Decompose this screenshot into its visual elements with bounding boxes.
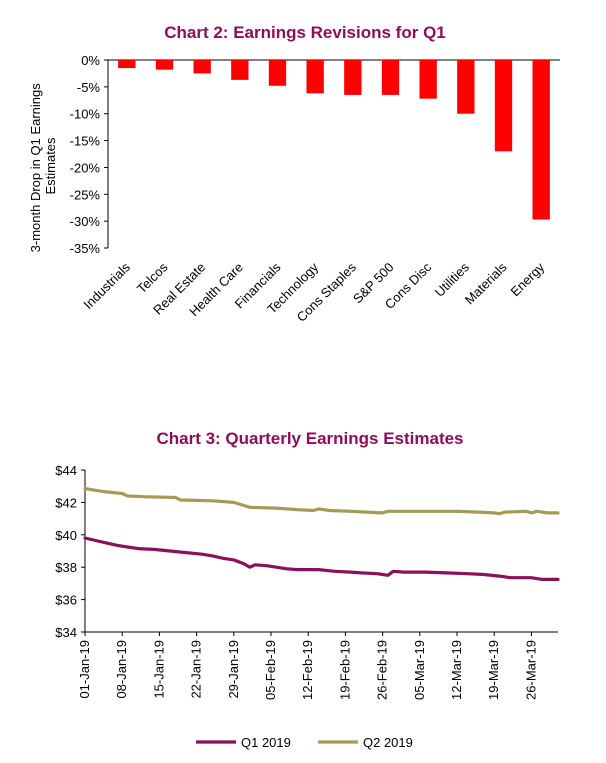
chart3-legend-label: Q2 2019 — [363, 735, 413, 750]
chart3-xticks: 01-Jan-19 08-Jan-19 15-Jan-19 22-Jan-19 29-J… — [77, 640, 538, 700]
chart2-axes — [104, 59, 560, 249]
chart2-title: Chart 2: Earnings Revisions for Q1 — [164, 23, 446, 42]
chart2-ylabel-line1: 3-month Drop in Q1 Earnings — [28, 83, 43, 253]
chart3-title: Chart 3: Quarterly Earnings Estimates — [156, 429, 463, 448]
chart2-bar — [419, 60, 437, 99]
chart3-xtick-label: 12-Feb-19 — [300, 640, 315, 700]
chart3-ytick-label: $42 — [55, 495, 77, 510]
chart3-xtick-label: 26-Mar-19 — [523, 640, 538, 700]
chart2-ytick-label: -10% — [70, 107, 101, 122]
chart2-ytick-label: -30% — [70, 214, 101, 229]
chart2-ytick-label: -35% — [70, 241, 101, 256]
chart3-xtick-label: 05-Mar-19 — [412, 640, 427, 700]
chart2-bar — [193, 60, 211, 74]
chart3-lines — [83, 487, 560, 582]
chart-quarterly-estimates: Chart 3: Quarterly Earnings Estimates $3… — [55, 429, 560, 750]
chart2-ytick-label: -5% — [77, 80, 101, 95]
chart2-bar — [231, 60, 249, 80]
chart3-xtick-label: 15-Jan-19 — [151, 640, 166, 699]
chart2-ytick-label: -15% — [70, 134, 101, 149]
chart2-ytick-label: 0% — [81, 53, 100, 68]
chart3-xtick-label: 01-Jan-19 — [77, 640, 92, 699]
chart3-xtick-label: 08-Jan-19 — [114, 640, 129, 699]
chart2-ytick-label: -20% — [70, 160, 101, 175]
chart2-ylabel: 3-month Drop in Q1 Earnings Estimates — [28, 80, 58, 253]
chart3-yticks: $34 $36 $38 $40 $42 $44 — [55, 463, 77, 640]
chart2-bar — [268, 60, 287, 86]
chart3-legend: Q1 2019 Q2 2019 — [196, 735, 413, 750]
chart3-ytick-label: $44 — [55, 463, 77, 478]
chart-earnings-revisions: Chart 2: Earnings Revisions for Q1 3-mon… — [28, 23, 560, 325]
chart2-bar — [306, 60, 324, 94]
chart2-xtick-label: Energy — [508, 259, 548, 299]
chart3-legend-label: Q1 2019 — [241, 735, 291, 750]
chart3-xtick-label: 22-Jan-19 — [189, 640, 204, 699]
chart2-bar — [155, 60, 174, 70]
chart2-xtick-label: Industrials — [80, 259, 133, 312]
chart2-yticks: 0% -5% -10% -15% -20% -25% -30% -35% — [70, 53, 101, 256]
chart2-xtick-label: Materials — [462, 259, 510, 307]
chart2-bar — [494, 60, 513, 152]
chart3-xtick-label: 19-Feb-19 — [337, 640, 352, 700]
chart3-xtick-label: 26-Feb-19 — [375, 640, 390, 700]
chart3-series-q1-line — [83, 536, 560, 582]
chart2-bar — [118, 60, 136, 69]
chart3-xtick-label: 05-Feb-19 — [263, 640, 278, 700]
chart3-ytick-label: $36 — [55, 593, 77, 608]
chart3-axes — [81, 469, 558, 636]
chart2-bar — [532, 60, 550, 220]
chart2-bar — [457, 60, 475, 114]
chart2-bar — [381, 60, 400, 95]
chart3-ytick-label: $38 — [55, 560, 77, 575]
chart3-series-q2-line — [83, 487, 560, 516]
chart3-ytick-label: $40 — [55, 528, 77, 543]
chart3-xtick-label: 29-Jan-19 — [226, 640, 241, 699]
chart2-ylabel-line2: Estimates — [43, 137, 58, 195]
chart3-xtick-label: 12-Mar-19 — [449, 640, 464, 700]
chart2-ytick-label: -25% — [70, 187, 101, 202]
chart2-bar — [344, 60, 362, 95]
chart3-ytick-label: $34 — [55, 625, 77, 640]
chart2-bars — [118, 60, 550, 220]
chart3-xtick-label: 19-Mar-19 — [486, 640, 501, 700]
